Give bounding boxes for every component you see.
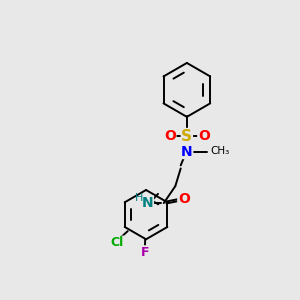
Text: H: H [135,194,143,203]
Text: O: O [178,192,190,206]
Text: O: O [198,129,210,143]
Text: S: S [182,129,192,144]
Text: O: O [164,129,176,143]
Text: N: N [142,196,153,210]
Text: N: N [181,145,193,158]
Text: CH₃: CH₃ [210,146,229,157]
Text: Cl: Cl [111,236,124,249]
Text: F: F [140,246,149,259]
